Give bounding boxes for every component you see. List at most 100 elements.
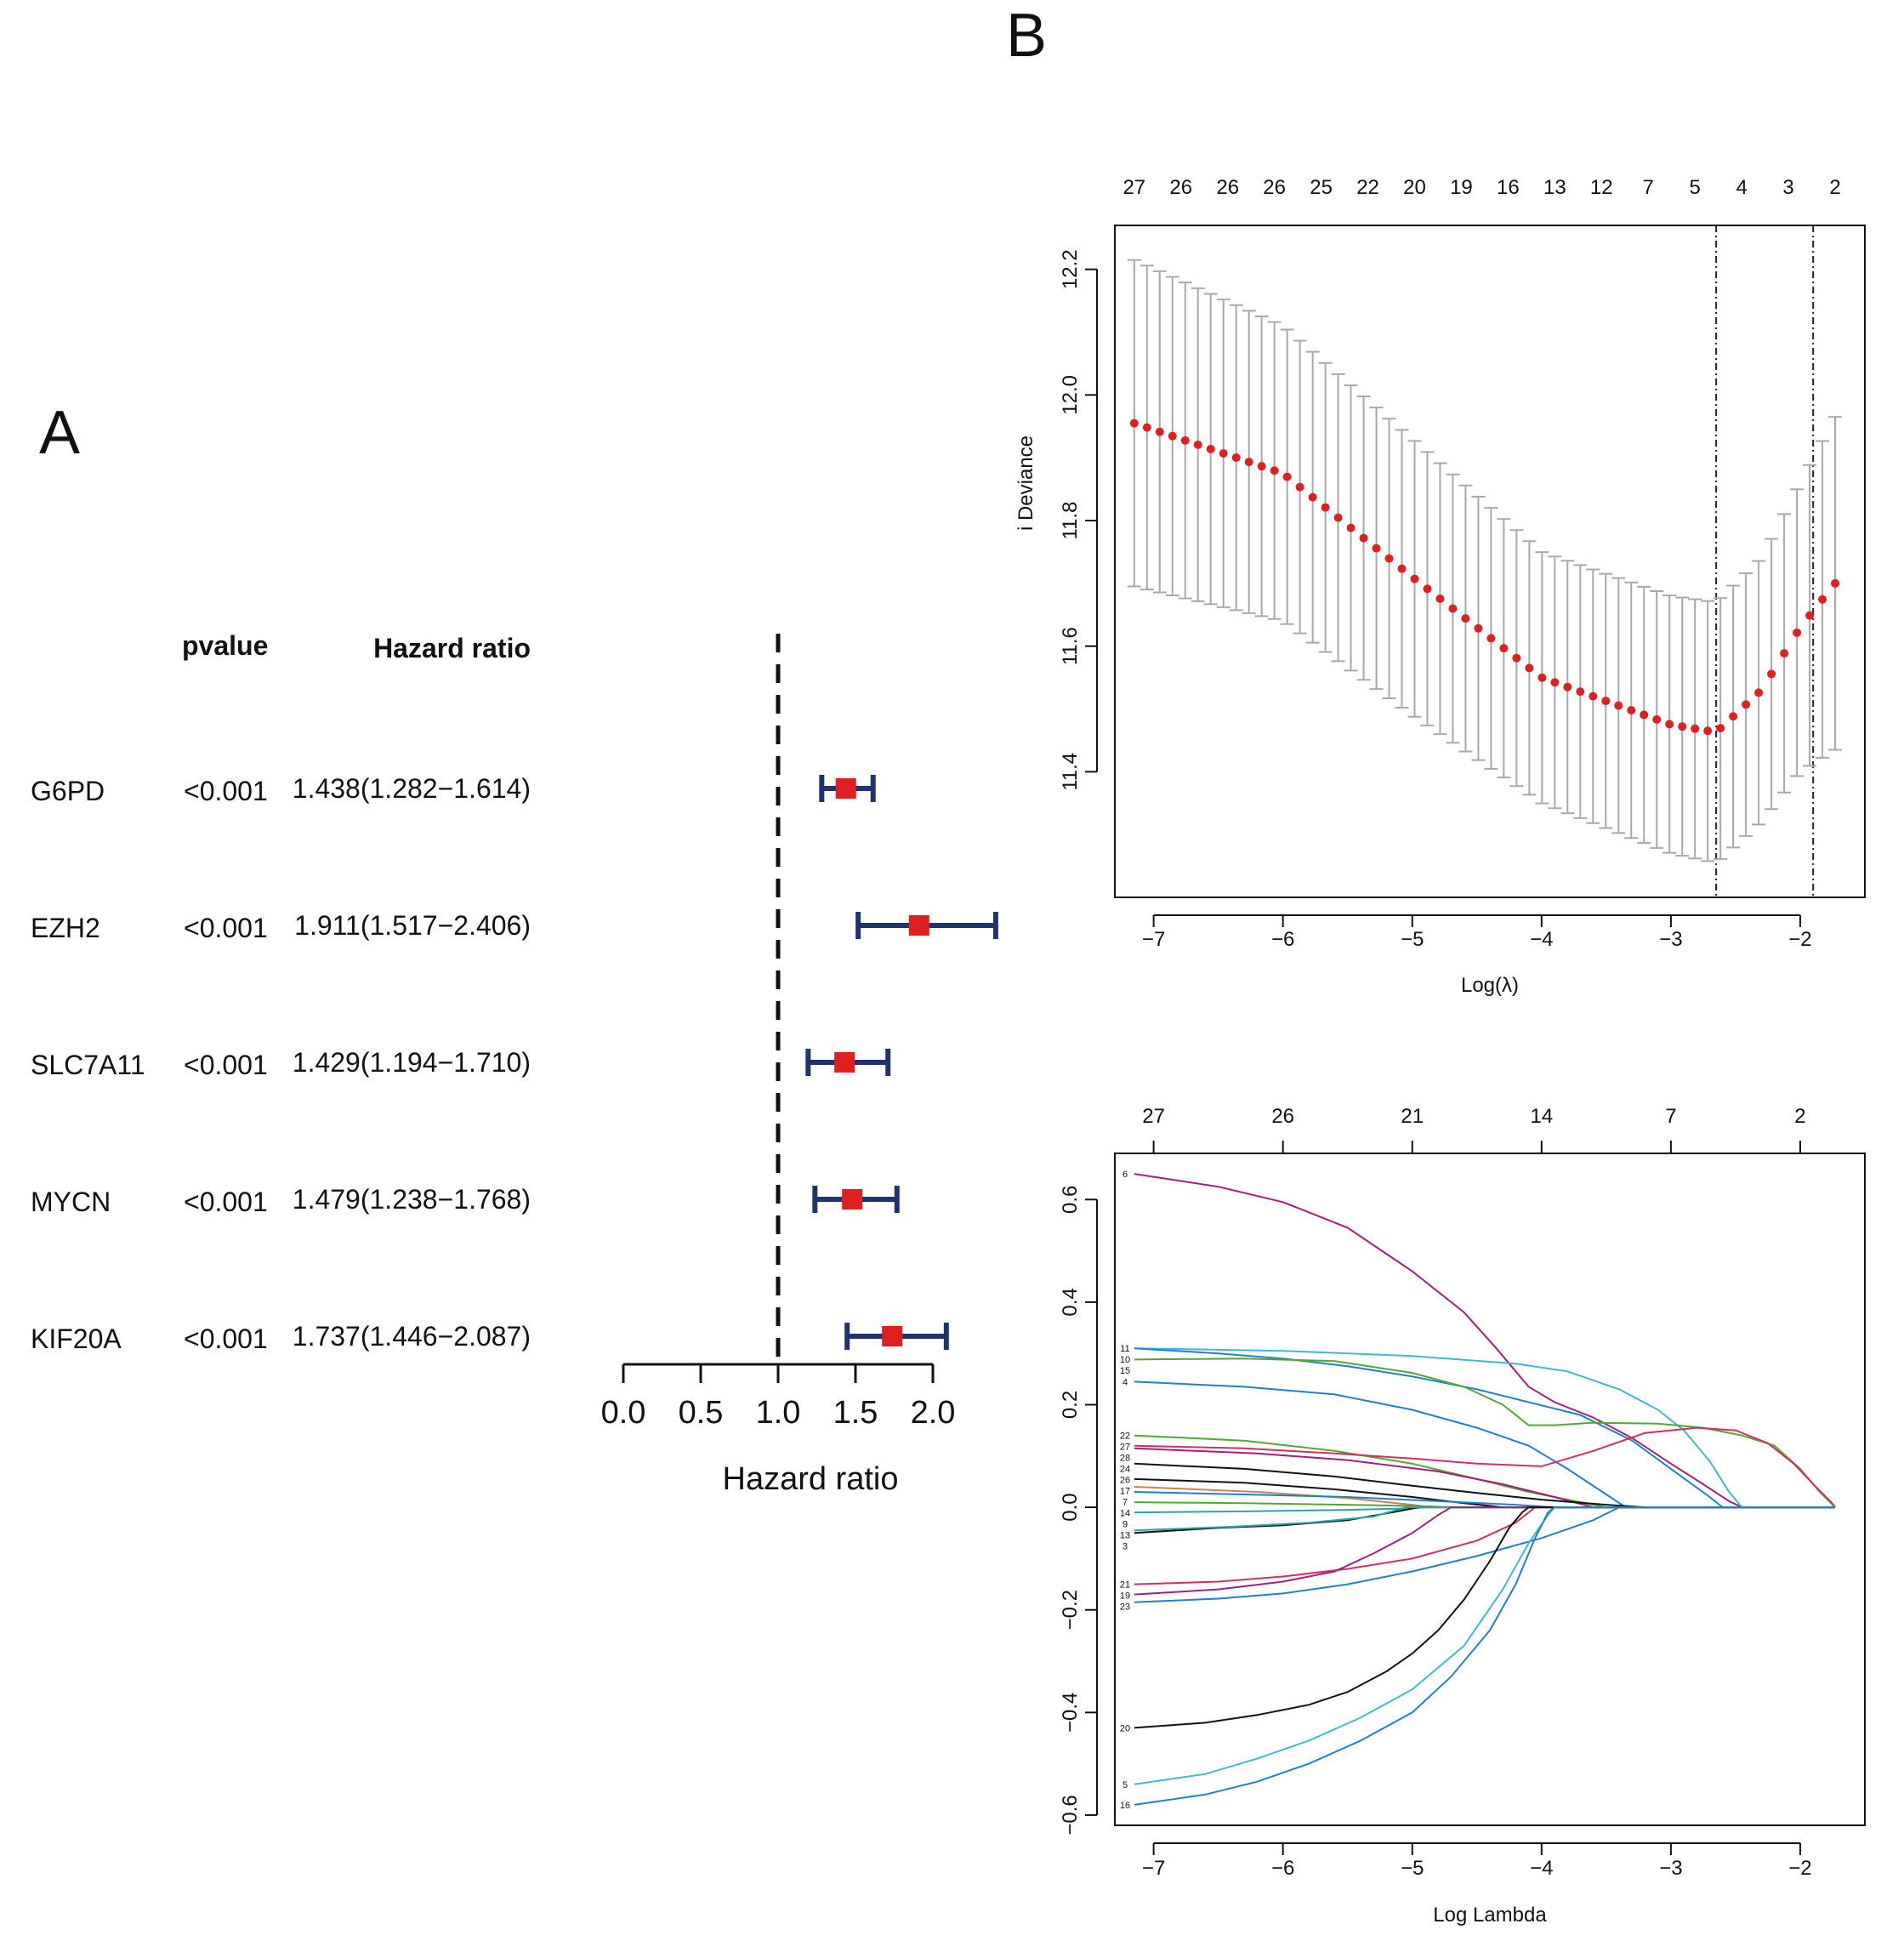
path-x-axis-label: Log Lambda <box>1433 1904 1547 1927</box>
cv-point <box>1384 554 1394 563</box>
path-series-label: 14 <box>1120 1509 1130 1519</box>
path-line <box>1134 1486 1835 1509</box>
forest-x-axis-label: Hazard ratio <box>723 1461 899 1497</box>
cv-point <box>1372 544 1381 553</box>
forest-row: EZH2 <0.001 1.911(1.517−2.406) <box>31 910 531 943</box>
path-top-label: 2 <box>1794 1105 1805 1128</box>
cv-plot: 27 26 26 26 25 22 20 19 16 13 12 7 5 4 3 2 11.4 11.6 11.8… <box>1015 176 1866 997</box>
path-line <box>1134 1426 1836 1508</box>
cv-point <box>1333 513 1343 522</box>
cv-top-label: 12 <box>1590 176 1613 199</box>
cv-point <box>1499 644 1509 653</box>
path-y-tick-label: 0.0 <box>1059 1493 1082 1521</box>
forest-hr-text: 1.479(1.238−1.768) <box>293 1184 531 1215</box>
path-x-tick-label: −3 <box>1659 1857 1682 1880</box>
path-x-tick-label: −7 <box>1142 1857 1165 1880</box>
path-line <box>1134 1447 1835 1509</box>
cv-point <box>1423 584 1432 594</box>
cv-point <box>1716 724 1725 733</box>
path-y-axis: −0.6 −0.4 −0.2 0.0 0.2 0.4 0.6 <box>1059 1186 1098 1836</box>
forest-point <box>882 1326 903 1346</box>
cv-point <box>1742 700 1751 709</box>
cv-x-tick-label: −5 <box>1401 928 1424 951</box>
cv-top-label: 27 <box>1123 176 1145 199</box>
forest-row: SLC7A11 <0.001 1.429(1.194−1.710) <box>31 1047 531 1080</box>
cv-point <box>1346 523 1356 532</box>
path-line <box>1134 1506 1835 1603</box>
cv-point <box>1295 482 1304 492</box>
cv-point <box>1397 564 1407 573</box>
cv-point <box>1550 678 1560 687</box>
forest-point <box>835 778 856 799</box>
cv-points <box>1129 418 1840 736</box>
cv-x-tick-label: −6 <box>1271 928 1294 951</box>
path-line <box>1134 1506 1835 1785</box>
path-series-label: 13 <box>1120 1531 1130 1541</box>
cv-top-label: 5 <box>1690 176 1701 199</box>
cv-point <box>1601 697 1611 706</box>
forest-pvalue: <0.001 <box>184 776 268 806</box>
cv-point <box>1563 682 1572 692</box>
cv-point <box>1767 669 1776 679</box>
cv-top-label: 20 <box>1403 176 1426 199</box>
cv-point <box>1512 653 1521 663</box>
path-line <box>1134 1380 1835 1509</box>
cv-point <box>1168 431 1177 441</box>
cv-y-tick-label: 12.2 <box>1059 249 1082 289</box>
path-series-label: 7 <box>1123 1498 1128 1508</box>
forest-hr-text: 1.429(1.194−1.710) <box>293 1047 531 1078</box>
path-series-label: 16 <box>1120 1801 1130 1811</box>
path-series-label: 19 <box>1120 1591 1130 1602</box>
path-y-tick-label: −0.2 <box>1059 1590 1082 1630</box>
path-series-label: 6 <box>1123 1170 1128 1180</box>
panel-label-b: B <box>1006 2 1047 70</box>
forest-pvalue: <0.001 <box>184 1050 268 1080</box>
forest-x-tick-label: 2.0 <box>911 1395 956 1431</box>
cv-point <box>1129 418 1139 428</box>
cv-point <box>1180 435 1190 445</box>
cv-point <box>1754 688 1764 697</box>
forest-row: KIF20A <0.001 1.737(1.446−2.087) <box>31 1321 531 1354</box>
cv-point <box>1244 458 1253 467</box>
path-series-label: 4 <box>1123 1377 1128 1387</box>
cv-top-label: 22 <box>1356 176 1379 199</box>
cv-point <box>1525 663 1534 673</box>
forest-header-hazard-ratio: Hazard ratio <box>373 633 531 663</box>
panel-label-a: A <box>39 399 80 467</box>
forest-gene-label: KIF20A <box>31 1323 122 1354</box>
path-series-label: 10 <box>1120 1355 1130 1365</box>
cv-lambda-lines <box>1715 225 1815 897</box>
forest-x-axis: 0.0 0.5 1.0 1.5 2.0 <box>601 1364 956 1431</box>
path-series-label: 5 <box>1123 1780 1128 1790</box>
cv-point <box>1486 634 1496 643</box>
forest-plot: pvalue Hazard ratio G6PD <0.001 1.438(1.… <box>31 630 998 1497</box>
path-top-label: 26 <box>1271 1105 1294 1128</box>
cv-x-axis-label: Log(λ) <box>1461 974 1519 997</box>
cv-top-label: 2 <box>1829 176 1840 199</box>
path-x-tick-label: −4 <box>1530 1857 1553 1880</box>
path-x-tick-label: −2 <box>1788 1857 1811 1880</box>
path-line <box>1134 1506 1835 1729</box>
path-plot-frame <box>1114 1153 1866 1826</box>
forest-pvalue: <0.001 <box>184 1323 268 1354</box>
cv-point <box>1589 692 1598 701</box>
cv-point <box>1640 710 1649 720</box>
cv-top-label: 13 <box>1543 176 1566 199</box>
cv-point <box>1321 503 1330 512</box>
cv-x-tick-label: −3 <box>1659 928 1682 951</box>
forest-gene-label: G6PD <box>31 776 105 806</box>
cv-point <box>1206 444 1215 453</box>
cv-point <box>1627 705 1636 714</box>
cv-top-label: 19 <box>1450 176 1473 199</box>
path-y-tick-label: −0.4 <box>1059 1693 1082 1733</box>
cv-top-label: 26 <box>1263 176 1286 199</box>
path-series-label: 9 <box>1123 1520 1128 1530</box>
path-series-label: 24 <box>1120 1465 1130 1475</box>
cv-point <box>1448 604 1458 613</box>
cv-point <box>1678 722 1687 731</box>
cv-point <box>1703 726 1713 736</box>
path-y-tick-label: 0.2 <box>1059 1391 1082 1419</box>
path-series-label: 22 <box>1120 1432 1130 1442</box>
path-line <box>1134 1506 1835 1806</box>
